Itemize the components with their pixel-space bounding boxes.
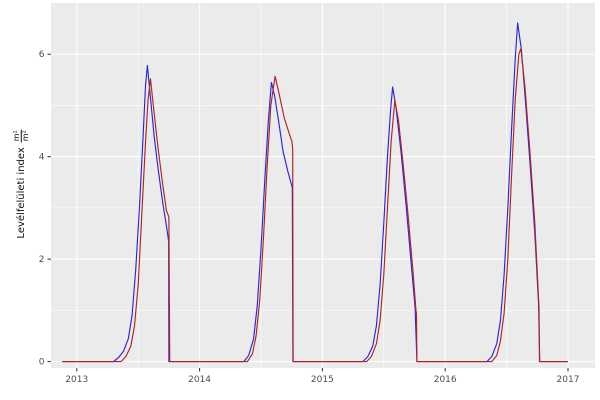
series-red-line <box>62 48 568 363</box>
y-tick-label: 2 <box>39 255 45 265</box>
y-tick-label: 6 <box>39 50 45 60</box>
x-tick-label: 2013 <box>65 375 88 385</box>
x-tick-label: 2017 <box>557 375 580 385</box>
x-tick-label: 2016 <box>434 375 457 385</box>
y-tick-label: 0 <box>39 358 45 368</box>
x-tick-label: 2014 <box>188 375 211 385</box>
x-tick-label: 2015 <box>311 375 334 385</box>
y-tick-label: 4 <box>39 153 45 163</box>
